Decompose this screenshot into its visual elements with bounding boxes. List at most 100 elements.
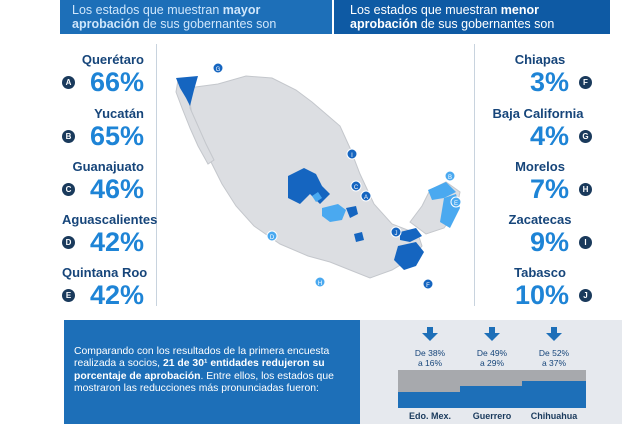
down-arrow-icon [546, 327, 562, 341]
comparison-bar-fill [522, 380, 586, 408]
right-divider [474, 44, 475, 306]
lowest-approval-banner: Los estados que muestran menor aprobació… [334, 0, 610, 34]
queretaro-state [346, 206, 358, 218]
state-name: Zacatecas [508, 212, 572, 227]
state-name: Morelos [515, 159, 565, 174]
summary-emphasis: 21 de 30¹ entidades redujeron su [162, 358, 325, 370]
state-name: Quintana Roo [62, 265, 148, 280]
approval-value: 4% [529, 121, 569, 151]
comparison-from-label: De 52% [538, 348, 570, 358]
summary-text: realizada a socios, [74, 358, 163, 370]
left-divider [156, 44, 157, 306]
svg-text:B: B [448, 175, 452, 181]
stat-yucatan: Yucatán B 65% [62, 106, 144, 154]
svg-text:E: E [454, 201, 458, 207]
banner-text: de sus gobernantes son [139, 17, 277, 31]
state-name: Baja California [492, 106, 584, 121]
state-letter-badge: D [62, 235, 75, 249]
comparison-state-name: Edo. Mex. [408, 411, 451, 421]
reduction-comparison-panel: De 38% a 16% Edo. Mex. De 49% a 29% Guerre… [360, 320, 622, 424]
stat-aguascalientes: Aguascalientes D 42% [62, 212, 158, 260]
stat-chiapas: Chiapas 3% F [488, 52, 592, 100]
comparison-to-label: a 37% [541, 358, 567, 368]
comparison-bar-fill [398, 392, 462, 408]
map-marker: H [314, 276, 326, 288]
state-letter-badge: I [579, 235, 592, 249]
state-name: Aguascalientes [62, 212, 158, 227]
tabasco-state [400, 228, 422, 242]
summary-text: mostraron las reducciones más pronunciad… [74, 383, 319, 395]
map-marker: A [360, 190, 372, 202]
state-letter-badge: A [62, 75, 75, 89]
approval-value: 10% [514, 280, 569, 310]
stat-tabasco: Tabasco 10% J [488, 265, 592, 313]
down-arrow-icon [484, 327, 500, 341]
stat-baja-california: Baja California 4% G [484, 106, 592, 154]
comparison-from-label: De 38% [414, 348, 446, 358]
stat-zacatecas: Zacatecas 9% I [488, 212, 592, 260]
comparison-to-label: a 29% [479, 358, 505, 368]
map-marker: D [266, 230, 278, 242]
comparison-chihuahua: De 52% a 37% Chihuahua [522, 320, 586, 424]
approval-value: 42% [89, 280, 144, 310]
map-marker: E [450, 196, 462, 208]
yucatan-state [428, 182, 456, 200]
approval-value: 65% [89, 121, 144, 151]
map-marker: G [212, 62, 224, 74]
banner-text: Los estados que muestran [72, 3, 223, 17]
comparison-bar [522, 370, 586, 408]
svg-text:G: G [216, 67, 221, 73]
banner-emphasis: menor [500, 3, 539, 17]
svg-text:J: J [395, 231, 398, 237]
map-marker: C [350, 180, 362, 192]
stat-morelos: Morelos 7% H [488, 159, 592, 207]
map-marker: J [390, 226, 402, 238]
stat-queretaro: Querétaro A 66% [62, 52, 144, 100]
guanajuato-state [322, 204, 346, 222]
state-name: Tabasco [514, 265, 566, 280]
approval-value: 3% [529, 67, 569, 97]
banner-emphasis: aprobación [72, 17, 140, 31]
svg-text:A: A [364, 195, 368, 201]
state-name: Chiapas [514, 52, 566, 67]
morelos-state [354, 232, 364, 242]
chiapas-state [394, 242, 424, 270]
comparison-state-name: Guerrero [472, 411, 512, 421]
svg-text:F: F [426, 283, 430, 289]
baja-california-state [176, 76, 198, 106]
state-name: Querétaro [81, 52, 144, 67]
down-arrow-icon [422, 327, 438, 341]
comparison-bar-fill [460, 385, 524, 408]
comparison-to-label: a 16% [417, 358, 443, 368]
svg-text:D: D [270, 235, 275, 241]
banner-emphasis: aprobación [350, 17, 418, 31]
svg-text:I: I [351, 153, 353, 159]
state-letter-badge: F [579, 75, 592, 89]
summary-emphasis: porcentaje de aprobación [74, 370, 201, 382]
map-marker: F [422, 278, 434, 290]
state-letter-badge: G [579, 129, 592, 143]
approval-value: 9% [529, 227, 569, 257]
comparison-guerrero: De 49% a 29% Guerrero [460, 320, 524, 424]
state-name: Yucatán [94, 106, 144, 121]
comparison-bar [460, 370, 524, 408]
stat-quintana-roo: Quintana Roo E 42% [62, 265, 148, 313]
highest-approval-banner: Los estados que muestran mayor aprobació… [60, 0, 332, 34]
map-marker: I [346, 148, 358, 160]
stat-guanajuato: Guanajuato C 46% [62, 159, 144, 207]
comparison-summary: Comparando con los resultados de la prim… [64, 320, 360, 424]
approval-value: 66% [89, 67, 144, 97]
map-marker: B [444, 170, 456, 182]
mexico-map: G I C A D J B E H F [175, 62, 462, 290]
state-letter-badge: H [579, 182, 592, 196]
approval-value: 7% [529, 174, 569, 204]
svg-text:H: H [318, 281, 322, 287]
approval-value: 42% [89, 227, 144, 257]
comparison-bar [398, 370, 462, 408]
state-letter-badge: B [62, 129, 75, 143]
state-letter-badge: J [579, 288, 592, 302]
state-name: Guanajuato [72, 159, 144, 174]
banner-emphasis: mayor [222, 3, 261, 17]
summary-text: Comparando con los resultados de la prim… [74, 346, 330, 357]
comparison-edo-mex: De 38% a 16% Edo. Mex. [398, 320, 462, 424]
